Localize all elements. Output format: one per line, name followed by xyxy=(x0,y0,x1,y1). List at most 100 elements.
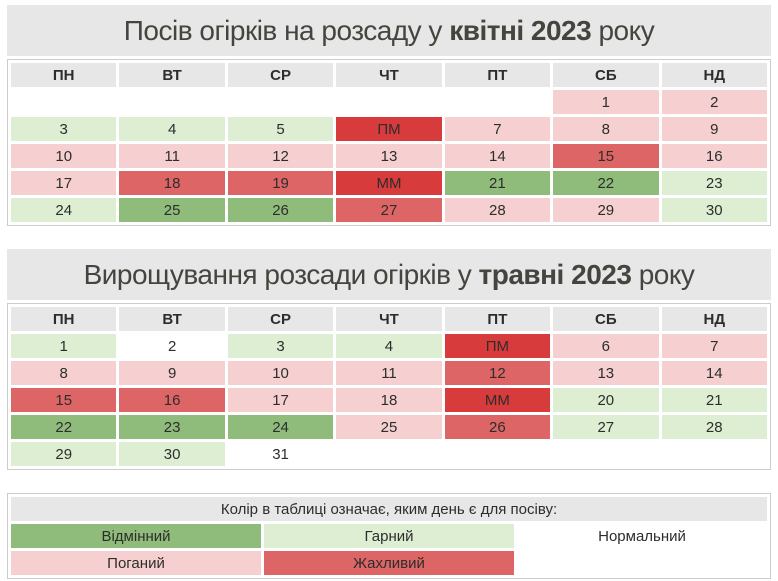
day-cell: 13 xyxy=(336,144,442,168)
day-cell: 18 xyxy=(119,171,225,195)
legend-title: Колір в таблиці означає, яким день є для… xyxy=(11,497,767,521)
legend-row: Відмінний Гарний Нормальний xyxy=(11,524,767,548)
weekday-header-cell: СБ xyxy=(553,63,659,87)
day-cell: 15 xyxy=(553,144,659,168)
day-cell: 26 xyxy=(444,415,551,439)
day-cell: 12 xyxy=(444,361,551,385)
day-cell: 4 xyxy=(336,334,442,358)
calendar-week-row: 22 23 24 25 26 27 28 xyxy=(11,415,767,439)
calendar-week-row: 17 18 19 ММ 21 22 23 xyxy=(11,171,767,195)
day-cell: 3 xyxy=(227,334,334,358)
calendar-week-row: 15 16 17 18 ММ 20 21 xyxy=(11,388,767,412)
day-cell: 29 xyxy=(553,198,659,222)
legend-row: Поганий Жахливий xyxy=(11,551,767,575)
weekday-header-cell: ПН xyxy=(11,307,117,331)
day-cell: 15 xyxy=(11,388,117,412)
day-cell: 22 xyxy=(11,415,117,439)
day-cell: 11 xyxy=(119,144,225,168)
calendar-week-row: 10 11 12 13 14 15 16 xyxy=(11,144,767,168)
day-cell: 7 xyxy=(444,117,551,141)
day-cell xyxy=(661,442,767,466)
day-cell: 9 xyxy=(119,361,225,385)
day-cell: 27 xyxy=(553,415,659,439)
weekday-header-cell: СР xyxy=(227,63,334,87)
day-cell: 2 xyxy=(119,334,225,358)
weekday-header-cell: ПН xyxy=(11,63,117,87)
day-cell: 8 xyxy=(11,361,117,385)
day-cell: 28 xyxy=(444,198,551,222)
april-title-suffix: року xyxy=(591,14,655,46)
day-cell: 21 xyxy=(661,388,767,412)
day-cell: 10 xyxy=(227,361,334,385)
day-cell: 1 xyxy=(11,334,117,358)
april-title-prefix: Посів огірків на розсаду у xyxy=(123,14,450,46)
calendar-week-row: 1 2 3 4 ПМ 6 7 xyxy=(11,334,767,358)
day-cell: 6 xyxy=(553,334,659,358)
day-cell xyxy=(336,90,442,114)
may-title: Вирощування розсади огірків у травні 202… xyxy=(7,249,771,300)
day-cell: 21 xyxy=(444,171,551,195)
weekday-header-cell: НД xyxy=(661,307,767,331)
day-cell: 4 xyxy=(119,117,225,141)
weekday-header-cell: ЧТ xyxy=(336,307,442,331)
weekday-header-cell: НД xyxy=(661,63,767,87)
weekday-header-cell: ПТ xyxy=(444,307,551,331)
day-cell: 30 xyxy=(661,198,767,222)
day-cell: 12 xyxy=(227,144,334,168)
moon-day-cell: ММ xyxy=(444,388,551,412)
calendar-week-row: 3 4 5 ПМ 7 8 9 xyxy=(11,117,767,141)
day-cell: 5 xyxy=(227,117,334,141)
calendar-week-row: 29 30 31 xyxy=(11,442,767,466)
day-cell xyxy=(336,442,442,466)
legend-item-normal: Нормальний xyxy=(517,524,767,548)
day-cell: 8 xyxy=(553,117,659,141)
day-cell xyxy=(444,442,551,466)
day-cell: 14 xyxy=(661,361,767,385)
april-calendar-table: ПН ВТ СР ЧТ ПТ СБ НД 1 2 3 4 5 ПМ 7 8 9 10 11 12 13 14 15 16 17… xyxy=(7,59,771,226)
day-cell: 2 xyxy=(661,90,767,114)
day-cell: 17 xyxy=(11,171,117,195)
day-cell: 24 xyxy=(227,415,334,439)
day-cell: 27 xyxy=(336,198,442,222)
day-cell: 14 xyxy=(444,144,551,168)
weekday-header-cell: ВТ xyxy=(119,63,225,87)
legend-item-excellent: Відмінний xyxy=(11,524,261,548)
day-cell: 1 xyxy=(553,90,659,114)
day-cell xyxy=(227,90,334,114)
day-cell: 23 xyxy=(119,415,225,439)
may-title-month: травні 2023 xyxy=(478,258,632,290)
day-cell: 25 xyxy=(119,198,225,222)
day-cell: 16 xyxy=(661,144,767,168)
legend-item-bad: Поганий xyxy=(11,551,261,575)
moon-day-cell: ПМ xyxy=(336,117,442,141)
moon-day-cell: ПМ xyxy=(444,334,551,358)
may-calendar-table: ПН ВТ СР ЧТ ПТ СБ НД 1 2 3 4 ПМ 6 7 8 9 10 11 12 13 14 15 16 17… xyxy=(7,303,771,470)
calendar-week-row: 24 25 26 27 28 29 30 xyxy=(11,198,767,222)
calendar-week-row: 8 9 10 11 12 13 14 xyxy=(11,361,767,385)
day-cell: 13 xyxy=(553,361,659,385)
day-cell: 11 xyxy=(336,361,442,385)
day-cell xyxy=(553,442,659,466)
day-cell: 3 xyxy=(11,117,117,141)
may-title-suffix: року xyxy=(631,258,695,290)
day-cell: 23 xyxy=(661,171,767,195)
may-title-prefix: Вирощування розсади огірків у xyxy=(83,258,479,290)
weekday-header-cell: СР xyxy=(227,307,334,331)
moon-day-cell: ММ xyxy=(336,171,442,195)
day-cell: 31 xyxy=(227,442,334,466)
day-cell xyxy=(444,90,551,114)
day-cell: 10 xyxy=(11,144,117,168)
legend-item-terrible: Жахливий xyxy=(264,551,514,575)
legend-item-good: Гарний xyxy=(264,524,514,548)
day-cell: 28 xyxy=(661,415,767,439)
legend-table: Колір в таблиці означає, яким день є для… xyxy=(7,493,771,579)
day-cell: 20 xyxy=(553,388,659,412)
april-title-month: квітні 2023 xyxy=(449,14,592,46)
day-cell: 16 xyxy=(119,388,225,412)
day-cell: 9 xyxy=(661,117,767,141)
day-cell: 19 xyxy=(227,171,334,195)
day-cell: 25 xyxy=(336,415,442,439)
legend-item-empty xyxy=(517,551,767,575)
